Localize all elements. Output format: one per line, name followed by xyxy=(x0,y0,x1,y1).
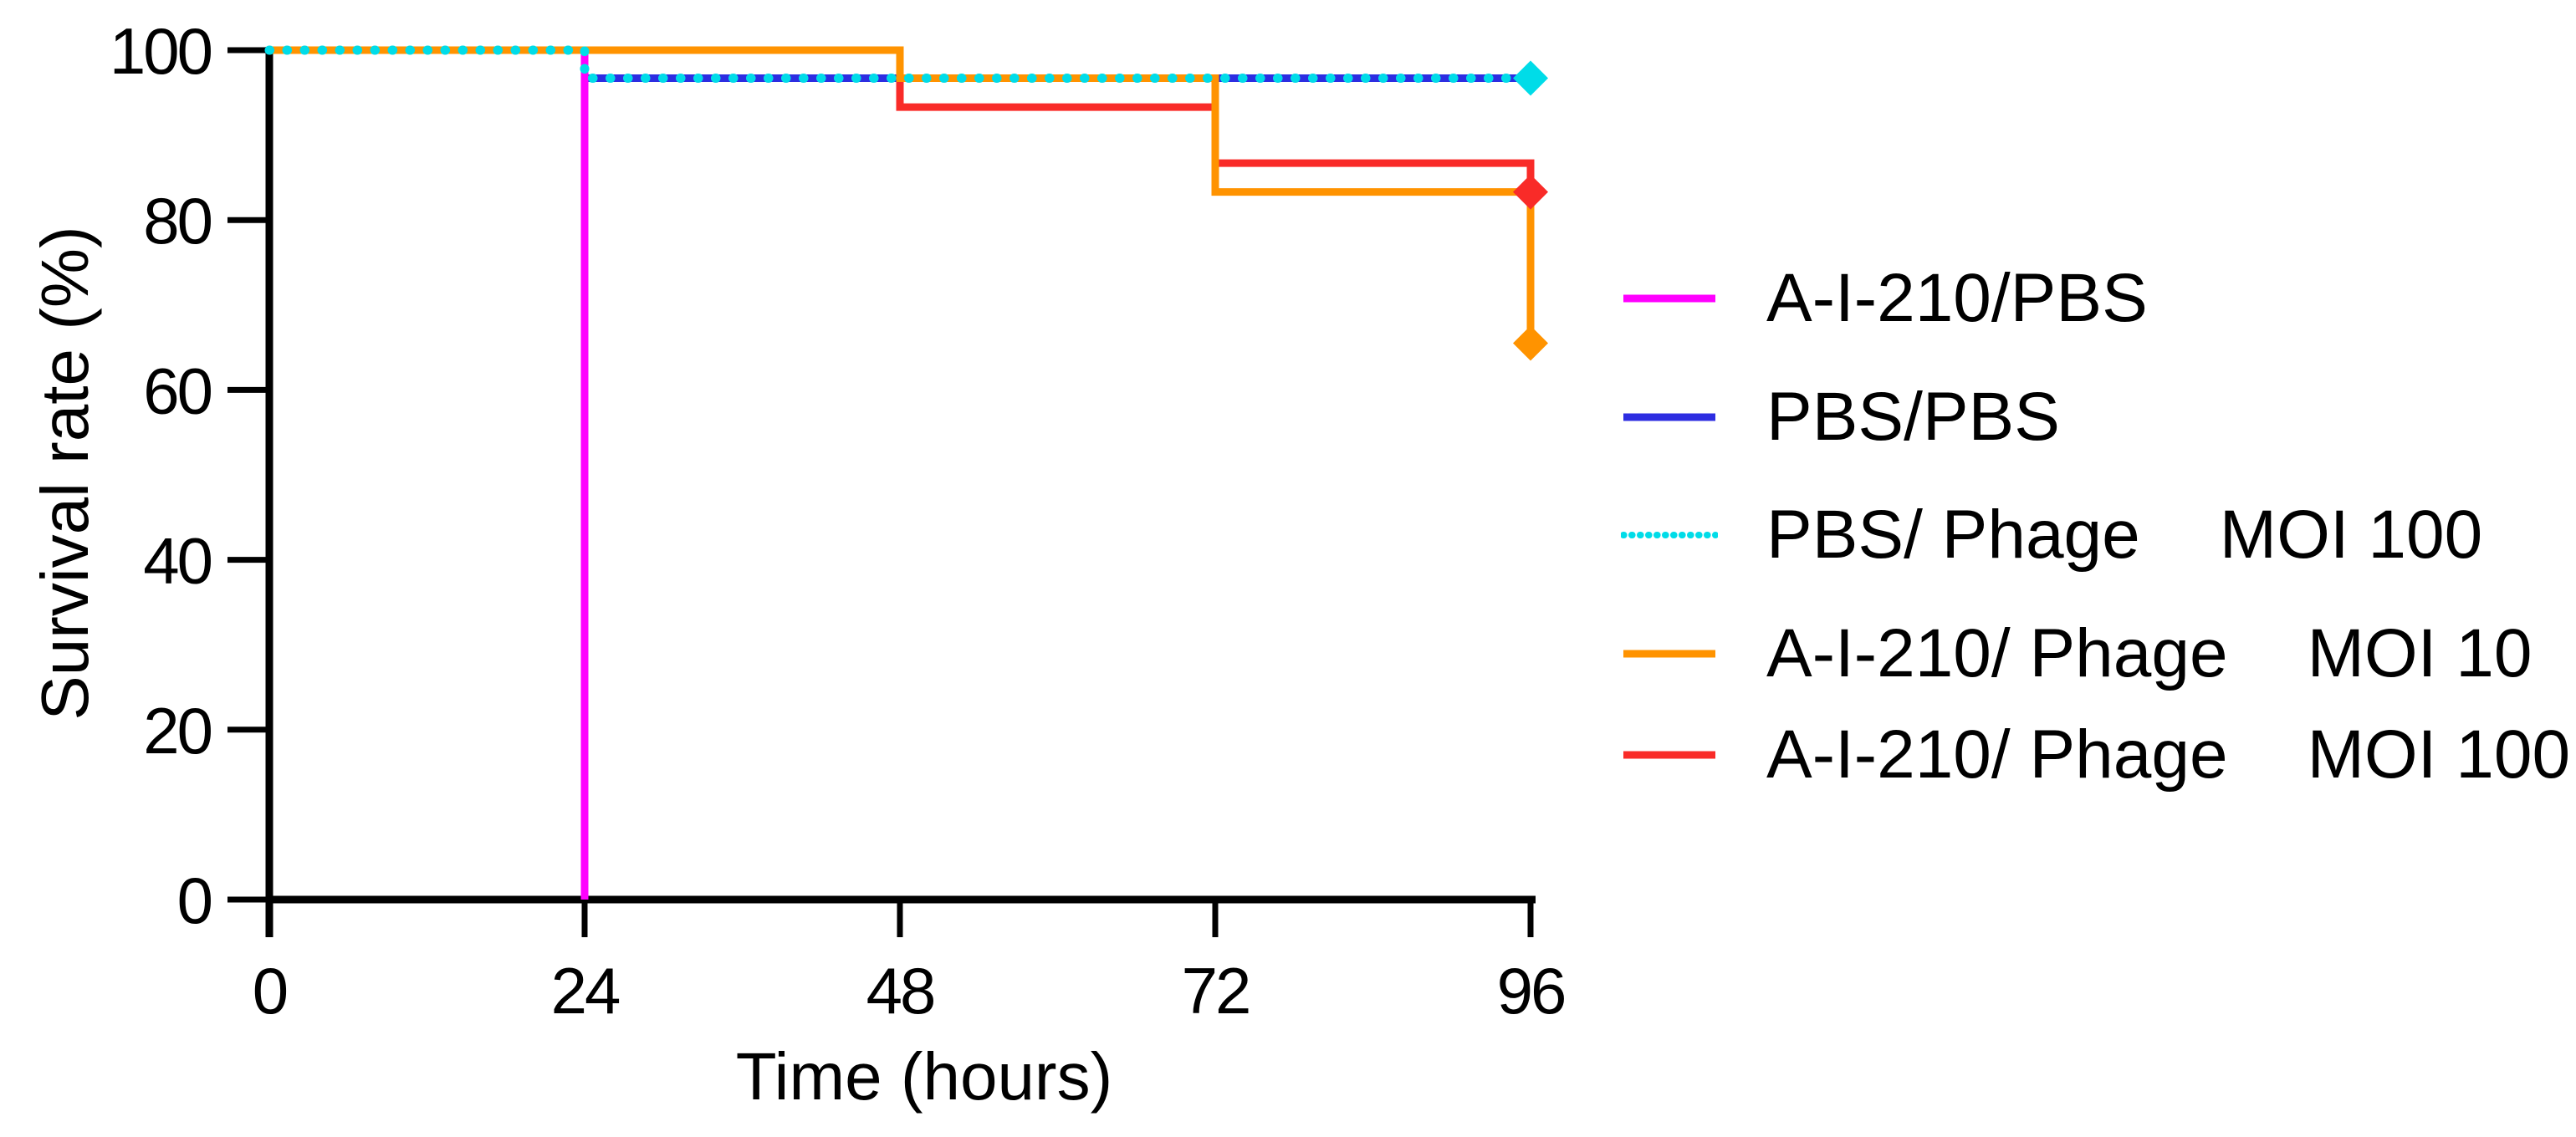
x-axis-title: Time (hours) xyxy=(735,1039,1113,1114)
x-tick-label: 96 xyxy=(1497,954,1565,1027)
y-tick-label: 20 xyxy=(143,694,211,767)
y-tick-label: 60 xyxy=(143,354,211,427)
series-line-0 xyxy=(269,46,589,900)
y-axis-title: Survival rate (%) xyxy=(28,226,102,721)
end-marker-diamond-2 xyxy=(1513,60,1548,96)
series-line-2 xyxy=(264,45,1536,84)
y-tick-label: 40 xyxy=(143,524,211,598)
x-tick-label: 0 xyxy=(253,954,287,1027)
end-marker-diamond-4 xyxy=(1513,174,1548,210)
end-marker-diamond-3 xyxy=(1513,325,1548,361)
y-tick-label: 100 xyxy=(110,14,212,88)
y-tick-label: 0 xyxy=(177,864,212,937)
x-tick-label: 72 xyxy=(1182,954,1250,1027)
x-tick-label: 48 xyxy=(866,954,934,1027)
y-tick-label: 80 xyxy=(143,184,211,257)
x-tick-label: 24 xyxy=(551,954,620,1027)
